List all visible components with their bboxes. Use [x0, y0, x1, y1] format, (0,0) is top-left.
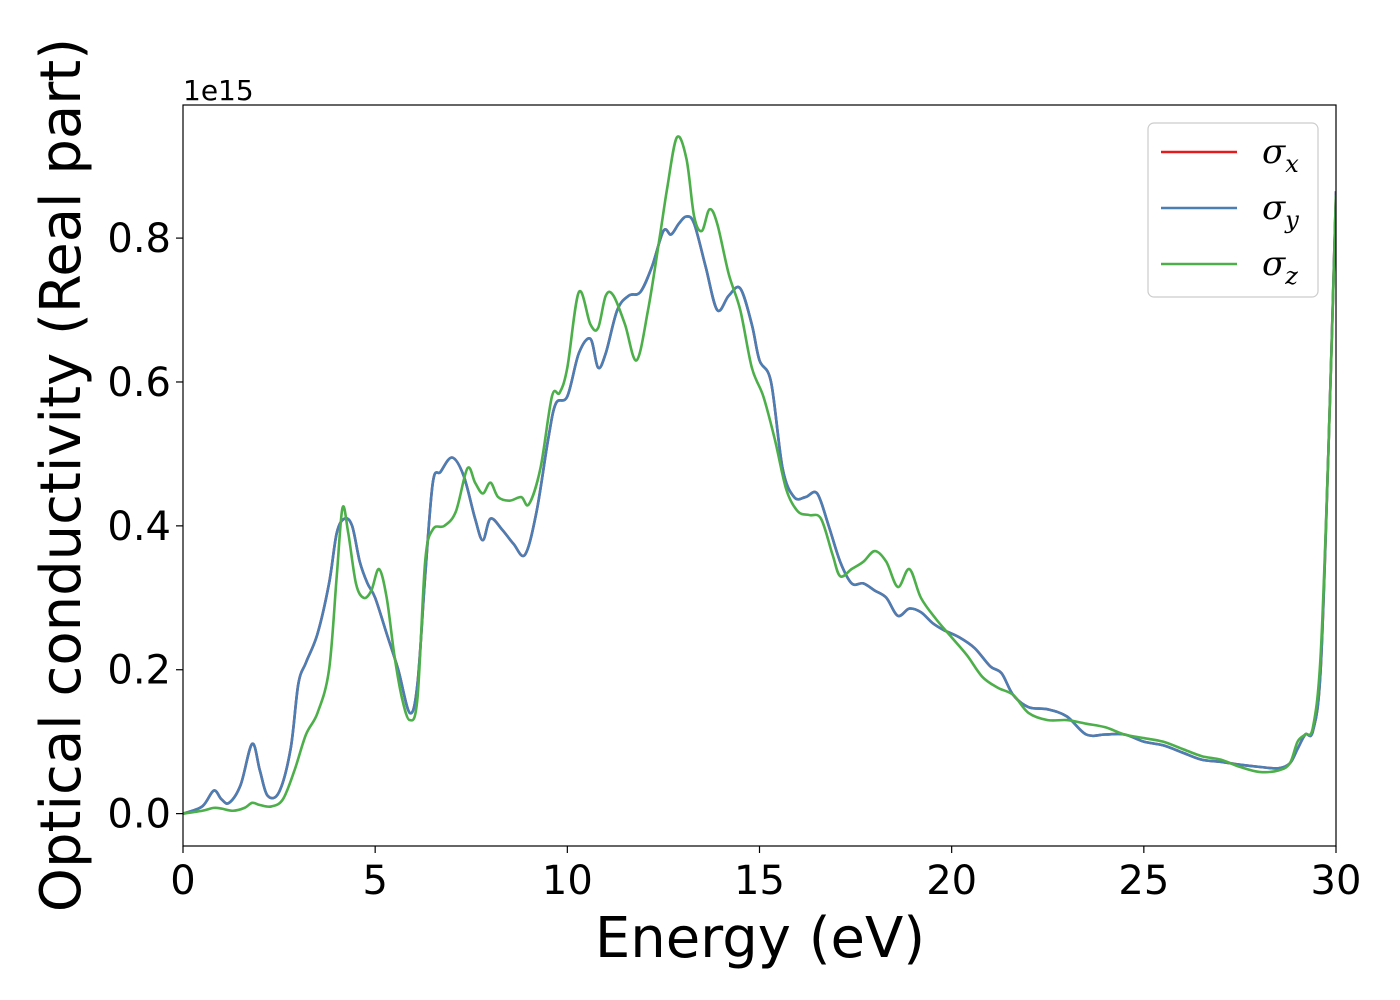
x-tick-label: 10: [542, 858, 593, 904]
x-tick-label: 0: [170, 858, 195, 904]
legend-label: σy: [1262, 188, 1299, 234]
legend-box: [1147, 122, 1319, 298]
legend-item-x: σx: [1161, 132, 1299, 178]
y-axis: 0.0 0.2 0.4 0.6 0.8: [107, 216, 183, 838]
y-tick-label: 0.4: [107, 504, 171, 550]
series-lines: [183, 135, 1336, 815]
legend-label: σz: [1262, 244, 1298, 290]
x-axis: 0 5 10 15 20 25 30: [170, 846, 1361, 904]
legend-label: σx: [1262, 132, 1299, 178]
legend: σx σy σz: [1147, 122, 1319, 298]
x-tick-label: 20: [926, 858, 977, 904]
x-tick-label: 5: [362, 858, 387, 904]
legend-item-y: σy: [1161, 188, 1299, 234]
plot-area: [182, 104, 1337, 847]
y-tick-label: 0.6: [107, 360, 171, 406]
y-axis-title: Optical conductivity (Real part): [29, 38, 94, 912]
x-tick-label: 30: [1311, 858, 1362, 904]
y-tick-label: 0.8: [107, 216, 171, 262]
series-line-y: [183, 191, 1336, 815]
y-tick-label: 0.2: [107, 648, 171, 694]
series-line-z: [183, 135, 1336, 815]
y-offset-label: 1e15: [183, 74, 254, 107]
x-tick-label: 15: [734, 858, 785, 904]
y-tick-label: 0.0: [107, 792, 171, 838]
x-tick-label: 25: [1118, 858, 1169, 904]
x-axis-title: Energy (eV): [595, 906, 925, 971]
legend-item-z: σz: [1161, 244, 1298, 290]
